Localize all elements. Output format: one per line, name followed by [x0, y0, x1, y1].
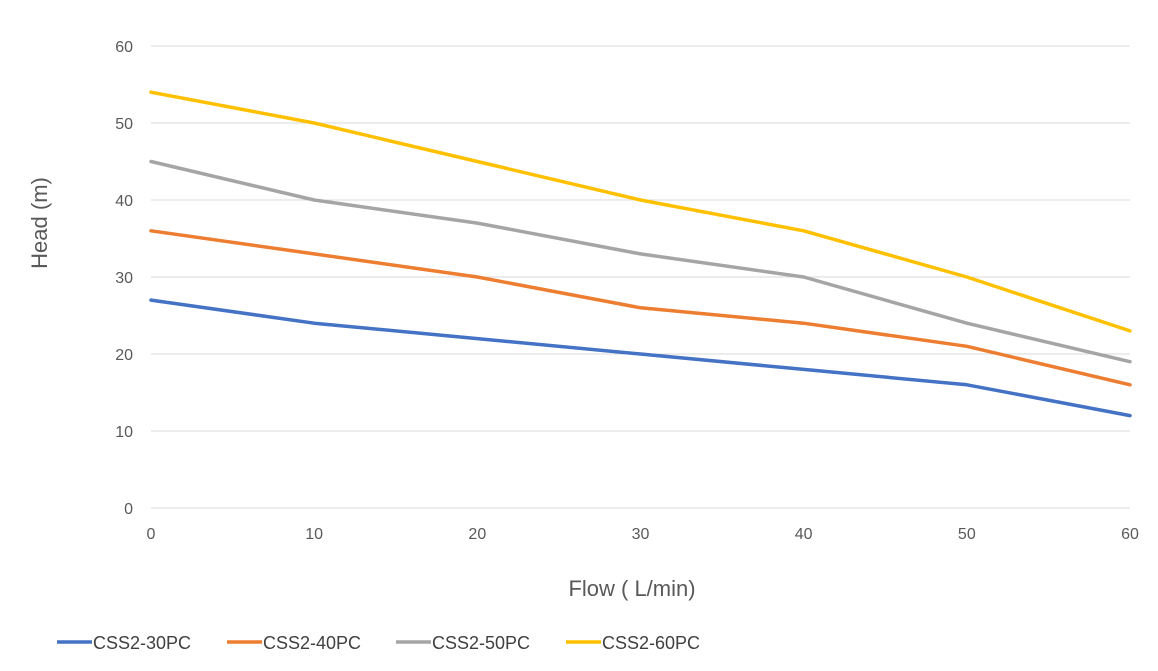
y-axis-title: Head (m) [27, 177, 52, 269]
x-axis-ticks: 0 10 20 30 40 50 60 [147, 526, 1139, 543]
y-tick-label: 20 [115, 347, 133, 364]
x-tick-label: 10 [305, 526, 323, 543]
legend-label: CSS2-50PC [432, 633, 530, 653]
legend-item-css2-40pc: CSS2-40PC [227, 633, 361, 653]
legend-label: CSS2-40PC [263, 633, 361, 653]
legend-label: CSS2-60PC [602, 633, 700, 653]
x-tick-label: 30 [632, 526, 650, 543]
legend-item-css2-60pc: CSS2-60PC [566, 633, 700, 653]
series-line-css2-60pc [149, 90, 1132, 333]
legend-item-css2-30pc: CSS2-30PC [57, 633, 191, 653]
y-tick-label: 0 [124, 501, 133, 518]
legend-label: CSS2-30PC [93, 633, 191, 653]
legend-item-css2-50pc: CSS2-50PC [396, 633, 530, 653]
grid-layer [151, 45, 1130, 509]
series-line-css2-30pc [149, 298, 1132, 418]
legend: CSS2-30PC CSS2-40PC CSS2-50PC CSS2-60PC [57, 633, 700, 653]
y-tick-label: 50 [115, 116, 133, 133]
y-tick-label: 30 [115, 270, 133, 287]
y-tick-label: 10 [115, 424, 133, 441]
x-axis-title: Flow ( L/min) [568, 576, 695, 601]
series-line-css2-40pc [149, 229, 1132, 387]
y-axis-ticks: 0 10 20 30 40 50 60 [115, 39, 133, 518]
x-tick-label: 0 [147, 526, 156, 543]
y-tick-label: 60 [115, 39, 133, 56]
y-tick-label: 40 [115, 193, 133, 210]
x-tick-label: 40 [795, 526, 813, 543]
series-layer [149, 90, 1132, 418]
x-tick-label: 20 [468, 526, 486, 543]
series-line-css2-50pc [149, 159, 1132, 364]
x-tick-label: 60 [1121, 526, 1139, 543]
x-tick-label: 50 [958, 526, 976, 543]
